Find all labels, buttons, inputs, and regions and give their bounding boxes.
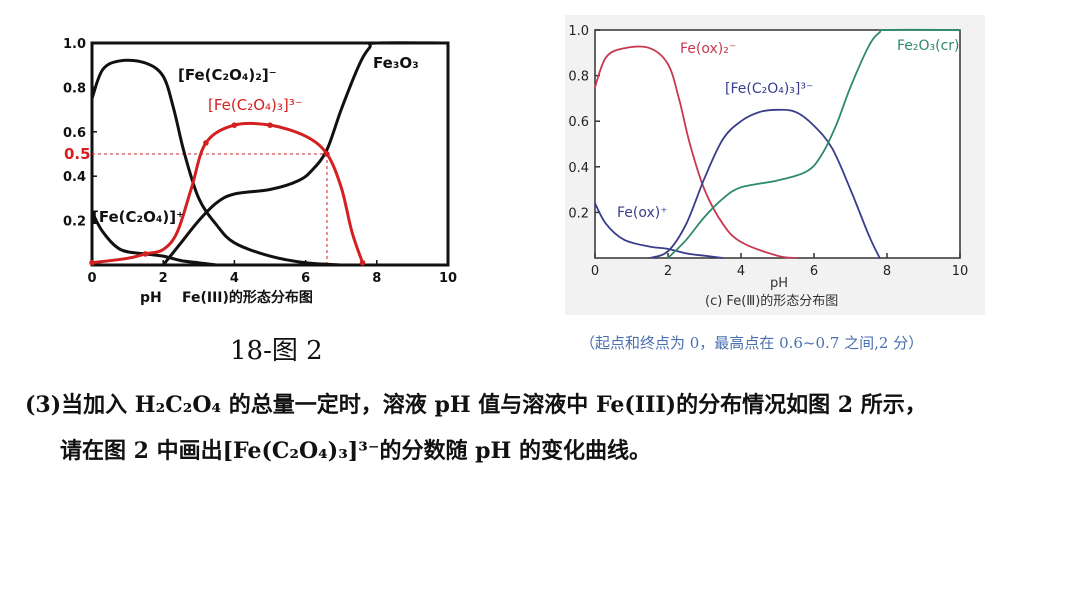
figure-caption: 18-图 2 — [230, 336, 323, 366]
left-series-point — [359, 259, 366, 266]
right-series-line-2 — [648, 108, 881, 259]
right-caption: (c) Fe(Ⅲ)的形态分布图 — [705, 293, 838, 309]
right-ytick-label: 1.0 — [568, 24, 589, 39]
left-ytick-label: 1.0 — [63, 37, 86, 52]
right-speciation-chart: 0 2 4 6 8 100.20.40.60.81.0 Fe(ox)₂⁻ Fe(ox)⁺ … — [565, 15, 985, 315]
left-ytick-label: 0.8 — [63, 81, 86, 96]
left-xtick-label: 0 — [87, 271, 96, 286]
right-xtick-label: 2 — [664, 264, 672, 279]
right-series-line-3 — [667, 28, 961, 259]
right-xtick-label: 10 — [952, 264, 969, 279]
left-series-point — [89, 259, 95, 266]
right-series-line-1 — [594, 202, 724, 259]
left-series-line-1 — [90, 210, 219, 267]
left-caption: Fe(III)的形态分布图 — [182, 289, 313, 306]
right-ytick-label: 0.2 — [568, 206, 589, 221]
left-xtick-label: 2 — [159, 271, 168, 286]
right-xtick-label: 4 — [737, 264, 745, 279]
left-xtick-label: 10 — [439, 271, 457, 286]
grading-note: （起点和终点为 0，最高点在 0.6~0.7 之间,2 分） — [580, 334, 924, 352]
right-ytick-label: 0.6 — [568, 115, 589, 130]
question-text: (3)当加入 H₂C₂O₄ 的总量一定时，溶液 pH 值与溶液中 Fe(III)… — [25, 382, 927, 474]
left-xtick-label: 6 — [301, 271, 310, 286]
right-label-fe2o3: Fe₂O₃(cr) — [897, 38, 960, 54]
right-series-line-0 — [594, 45, 797, 259]
left-xtick-label: 4 — [230, 271, 239, 286]
left-series-point — [324, 151, 330, 157]
right-xtick-label: 8 — [883, 264, 891, 279]
left-ytick-label: 0.4 — [63, 170, 86, 185]
right-label-fe2: Fe(ox)₂⁻ — [680, 41, 736, 57]
right-ytick-label: 0.8 — [568, 70, 589, 85]
left-series-line-3 — [90, 121, 365, 265]
left-series-point — [142, 251, 149, 257]
left-series-point — [203, 140, 209, 146]
left-series-point — [267, 122, 273, 128]
left-xlabel: pH — [140, 290, 162, 306]
left-xtick-label: 8 — [372, 271, 381, 286]
right-ytick-label: 0.4 — [568, 161, 589, 176]
right-xtick-label: 0 — [591, 264, 599, 279]
right-plot-frame — [594, 29, 961, 259]
left-label-half: 0.5 — [64, 145, 91, 163]
left-series-line-0 — [90, 58, 343, 267]
left-label-fe2: [Fe(C₂O₄)₂]⁻ — [178, 66, 277, 84]
right-xlabel: pH — [770, 276, 788, 291]
question-line-2: 请在图 2 中画出[Fe(C₂O₄)₃]³⁻的分数随 pH 的变化曲线。 — [60, 438, 651, 464]
left-label-red: [Fe(C₂O₄)₃]³⁻ — [208, 96, 303, 114]
left-series-point — [231, 122, 238, 128]
left-ytick-label: 0.2 — [63, 215, 86, 230]
right-label-fe1: Fe(ox)⁺ — [617, 205, 668, 221]
left-series-line-2 — [161, 41, 450, 267]
right-label-fe3: [Fe(C₂O₄)₃]³⁻ — [725, 81, 813, 97]
left-ytick-label: 0.6 — [63, 126, 86, 141]
left-label-fe1: [Fe(C₂O₄)]⁺ — [92, 208, 184, 226]
question-line-1: (3)当加入 H₂C₂O₄ 的总量一定时，溶液 pH 值与溶液中 Fe(III)… — [25, 392, 927, 418]
left-label-fe3o3: Fe₃O₃ — [373, 54, 419, 72]
right-xtick-label: 6 — [810, 264, 818, 279]
